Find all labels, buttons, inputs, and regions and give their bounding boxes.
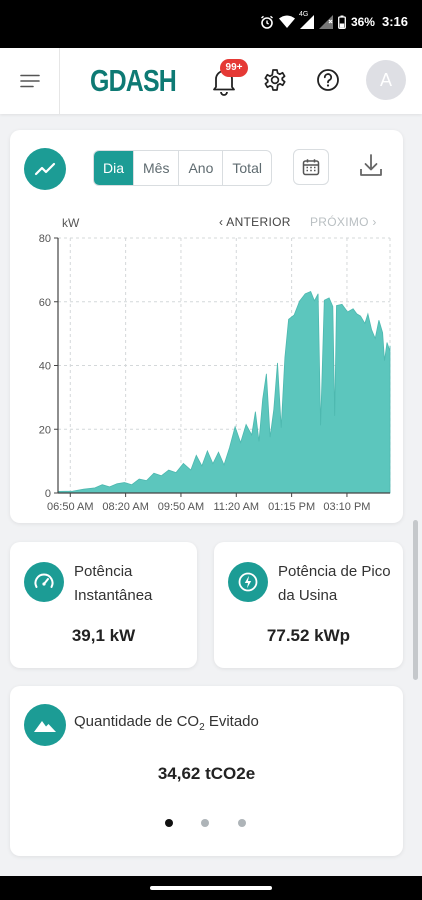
power-bolt-icon <box>228 562 268 602</box>
tab-dia[interactable]: Dia <box>94 151 135 185</box>
carousel-dot-3[interactable] <box>238 819 246 827</box>
period-selector: Dia Mês Ano Total <box>93 150 272 186</box>
co2-label: Quantidade de CO2 Evitado <box>74 713 259 733</box>
x-tick-label-2: 09:50 AM <box>158 501 204 513</box>
app-header: GDASH <box>0 48 422 114</box>
power-area-chart: 0 20 40 60 80 06:50 AM 08:20 AM 09:50 AM 11:20 A… <box>39 233 391 513</box>
co2-label-prefix: Quantidade de CO <box>74 713 200 730</box>
x-tick-label-1: 08:20 AM <box>102 501 148 513</box>
logo-text: GDASH <box>90 63 176 98</box>
trending-up-icon <box>34 162 56 176</box>
y-tick-label-2: 40 <box>39 361 51 373</box>
y-tick-label-1: 20 <box>39 424 51 436</box>
signal-empty-icon <box>318 14 333 29</box>
clock: 3:16 <box>381 14 408 29</box>
calendar-button[interactable] <box>293 149 329 185</box>
speedometer-icon <box>24 562 64 602</box>
power-area-series <box>57 290 391 494</box>
instant-power-label: Potência Instantânea <box>74 563 153 604</box>
home-indicator[interactable] <box>150 886 272 890</box>
x-tick-label-5: 03:10 PM <box>323 501 370 513</box>
download-icon[interactable] <box>358 152 384 180</box>
scrollbar[interactable] <box>413 520 418 680</box>
next-label: PRÓXIMO <box>310 215 369 229</box>
generation-chart-card: 0 20 40 60 80 06:50 AM 08:20 AM 09:50 AM 11:20 A… <box>10 130 403 523</box>
carousel-dot-2[interactable] <box>201 819 209 827</box>
chart-mode-button[interactable] <box>24 148 66 190</box>
previous-label: ANTERIOR <box>226 215 291 229</box>
y-tick-label-0: 0 <box>45 488 51 500</box>
y-tick-label-3: 60 <box>39 297 51 309</box>
battery-percent: 36% <box>350 14 375 29</box>
calendar-icon <box>302 159 320 176</box>
network-type: 4G <box>298 10 309 18</box>
co2-label-sub: 2 <box>199 722 205 733</box>
x-tick-label-0: 06:50 AM <box>47 501 93 513</box>
co2-label-suffix: Evitado <box>204 713 259 730</box>
alarm-icon <box>260 15 273 29</box>
y-tick-label-4: 80 <box>39 233 51 245</box>
wifi-icon <box>278 15 295 28</box>
avatar[interactable]: A <box>366 60 406 100</box>
gauge-glyph <box>34 573 54 588</box>
chevron-right-icon: › <box>372 215 377 229</box>
peak-power-card: Potência de Pico da Usina 77.52 kWp <box>214 542 403 668</box>
chevron-left-icon: ‹ <box>219 215 224 229</box>
tab-total[interactable]: Total <box>232 160 262 176</box>
next-button[interactable]: PRÓXIMO › <box>310 215 377 229</box>
co2-value: 34,62 tCO2e <box>157 764 256 783</box>
notification-badge[interactable]: 99+ <box>220 59 248 77</box>
instant-power-value: 39,1 kW <box>71 626 136 645</box>
battery-icon <box>337 15 346 29</box>
peak-power-label: Potência de Pico da Usina <box>278 563 391 604</box>
mountain-icon <box>24 704 66 746</box>
peak-power-value: 77.52 kWp <box>266 626 351 645</box>
previous-button[interactable]: ‹ ANTERIOR <box>219 215 291 229</box>
y-axis-unit: kW <box>62 216 80 230</box>
tab-mes[interactable]: Mês <box>134 151 180 185</box>
status-icons: 4G 36% 3:16 <box>260 10 408 29</box>
gdash-logo[interactable]: GDASH <box>88 58 178 102</box>
x-tick-label-3: 11:20 AM <box>213 501 259 513</box>
x-tick-label-4: 01:15 PM <box>268 501 315 513</box>
menu-button[interactable] <box>0 48 60 114</box>
mountain-glyph <box>34 721 56 732</box>
help-icon[interactable] <box>316 68 340 92</box>
menu-icon <box>19 74 40 88</box>
tab-ano[interactable]: Ano <box>179 151 224 185</box>
instant-power-card: Potência Instantânea 39,1 kW <box>10 542 197 668</box>
signal-icon <box>299 14 314 29</box>
carousel-dot-1[interactable] <box>165 819 173 827</box>
co2-avoided-card: Quantidade de CO2 Evitado 34,62 tCO2e <box>10 686 403 856</box>
bolt-glyph <box>238 572 258 592</box>
status-bar: 4G 36% 3:16 <box>0 0 422 48</box>
gear-icon[interactable] <box>263 68 287 92</box>
